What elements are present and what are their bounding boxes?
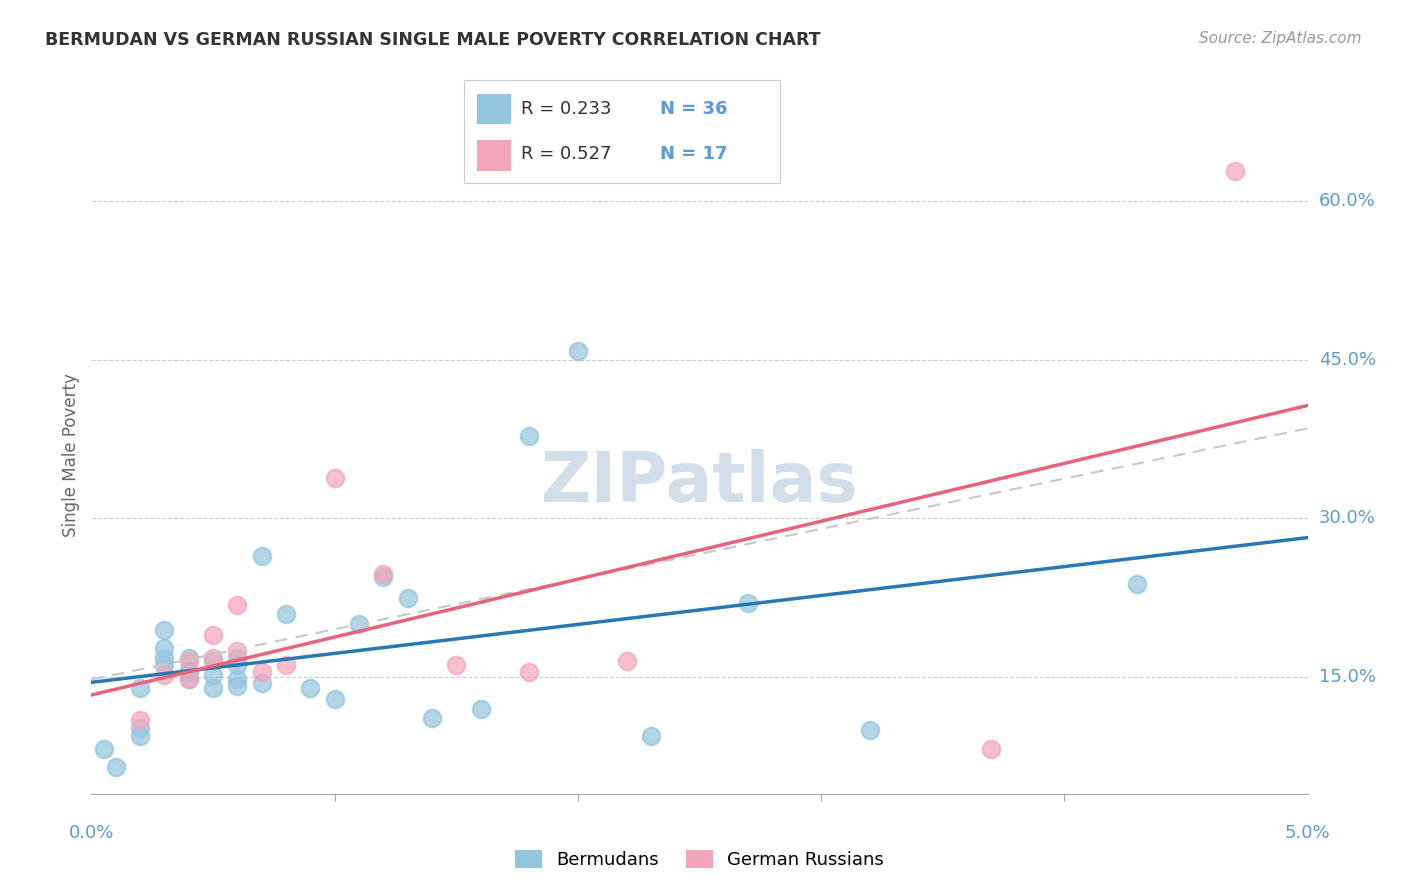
Point [396, 591, 419, 605]
Point [129, 681, 152, 695]
Point [859, 723, 882, 738]
Point [202, 628, 225, 642]
Point [980, 742, 1002, 756]
Point [177, 673, 200, 687]
Text: Source: ZipAtlas.com: Source: ZipAtlas.com [1198, 31, 1361, 46]
Text: N = 36: N = 36 [661, 100, 728, 118]
Point [323, 691, 346, 706]
Point [444, 657, 467, 672]
Point [373, 570, 395, 584]
Point [129, 713, 152, 727]
Point [202, 651, 225, 665]
Point [567, 344, 589, 359]
Point [177, 655, 200, 669]
Point [250, 665, 273, 679]
Point [177, 673, 200, 687]
Point [129, 721, 152, 735]
Point [129, 729, 152, 743]
Point [177, 664, 200, 678]
Point [177, 651, 200, 665]
Point [153, 623, 176, 637]
Text: BERMUDAN VS GERMAN RUSSIAN SINGLE MALE POVERTY CORRELATION CHART: BERMUDAN VS GERMAN RUSSIAN SINGLE MALE P… [45, 31, 821, 49]
Text: R = 0.527: R = 0.527 [520, 145, 612, 163]
Text: 60.0%: 60.0% [1319, 192, 1375, 210]
Point [250, 549, 273, 563]
Point [250, 675, 273, 690]
Point [299, 681, 322, 695]
Point [274, 657, 297, 672]
Point [470, 702, 492, 716]
Point [616, 655, 638, 669]
Point [226, 679, 249, 693]
Point [373, 566, 395, 581]
Point [226, 599, 249, 613]
Point [202, 681, 225, 695]
Point [153, 640, 176, 655]
Text: 45.0%: 45.0% [1319, 351, 1376, 368]
Legend: Bermudans, German Russians: Bermudans, German Russians [508, 843, 891, 876]
Point [202, 668, 225, 682]
Point [347, 617, 370, 632]
Text: 15.0%: 15.0% [1319, 668, 1375, 686]
Point [517, 429, 540, 443]
Text: N = 17: N = 17 [661, 145, 728, 163]
Text: 5.0%: 5.0% [1285, 823, 1330, 841]
Point [517, 665, 540, 679]
Point [1126, 577, 1149, 591]
Text: 0.0%: 0.0% [69, 823, 114, 841]
Point [202, 655, 225, 669]
Y-axis label: Single Male Poverty: Single Male Poverty [62, 373, 80, 537]
Bar [477, 140, 512, 170]
Point [153, 668, 176, 682]
Point [737, 596, 759, 610]
Point [274, 607, 297, 621]
Text: R = 0.233: R = 0.233 [520, 100, 612, 118]
Point [104, 760, 127, 774]
Point [226, 651, 249, 665]
Bar [477, 94, 512, 124]
Point [323, 471, 346, 485]
Point [420, 710, 443, 724]
Point [177, 665, 200, 679]
Point [1223, 164, 1246, 178]
Point [226, 644, 249, 658]
Point [640, 729, 662, 743]
Text: ZIPatlas: ZIPatlas [540, 449, 859, 516]
Text: 30.0%: 30.0% [1319, 509, 1375, 527]
Point [153, 657, 176, 672]
Point [226, 657, 249, 672]
Point [226, 673, 249, 687]
Point [93, 742, 115, 756]
Point [153, 651, 176, 665]
